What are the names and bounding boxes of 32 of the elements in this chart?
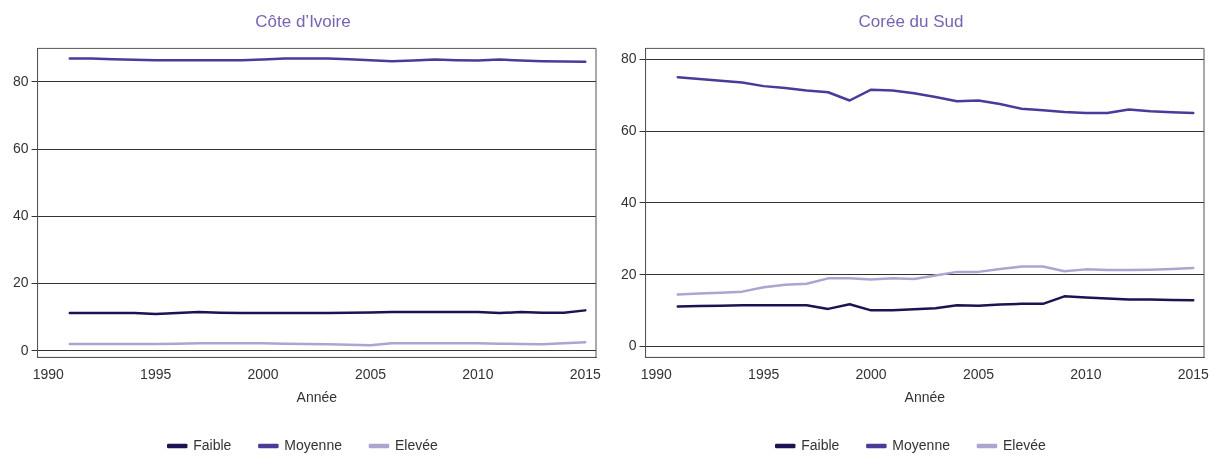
legend-label: Faible bbox=[801, 436, 840, 453]
x-tick-label: 2000 bbox=[247, 365, 279, 382]
x-tick-label: 2010 bbox=[1070, 365, 1102, 382]
y-tick-label: 80 bbox=[12, 72, 29, 89]
x-tick-label: 2005 bbox=[354, 365, 387, 382]
x-tick-label: 2015 bbox=[1177, 365, 1210, 382]
x-tick-label: 1990 bbox=[640, 365, 673, 382]
legend-label: Elevée bbox=[394, 436, 438, 453]
x-tick-label: 2005 bbox=[962, 365, 995, 382]
y-tick-label: 20 bbox=[12, 274, 29, 291]
legend-label: Moyenne bbox=[284, 436, 343, 453]
y-tick-label: 80 bbox=[620, 50, 637, 67]
x-tick-label: 1995 bbox=[140, 365, 172, 382]
x-tick-label: 1990 bbox=[32, 365, 65, 382]
y-tick-label: 40 bbox=[620, 193, 637, 210]
y-tick-label: 60 bbox=[620, 121, 637, 138]
legend-label: Elevée bbox=[1002, 436, 1046, 453]
x-tick-label: 2015 bbox=[569, 365, 602, 382]
y-tick-label: 0 bbox=[628, 337, 637, 354]
x-tick-label: 2010 bbox=[462, 365, 494, 382]
x-axis-title: Année bbox=[904, 389, 946, 406]
x-axis-title: Année bbox=[296, 389, 338, 406]
chart-title: Côte d’Ivoire bbox=[255, 11, 351, 31]
y-tick-label: 0 bbox=[20, 341, 29, 358]
x-tick-label: 1995 bbox=[748, 365, 780, 382]
legend-label: Faible bbox=[193, 436, 232, 453]
y-tick-label: 40 bbox=[12, 207, 29, 224]
y-tick-label: 60 bbox=[12, 140, 29, 157]
y-tick-label: 20 bbox=[620, 265, 637, 282]
x-tick-label: 2000 bbox=[855, 365, 887, 382]
legend-label: Moyenne bbox=[892, 436, 951, 453]
chart-title: Corée du Sud bbox=[858, 11, 964, 31]
